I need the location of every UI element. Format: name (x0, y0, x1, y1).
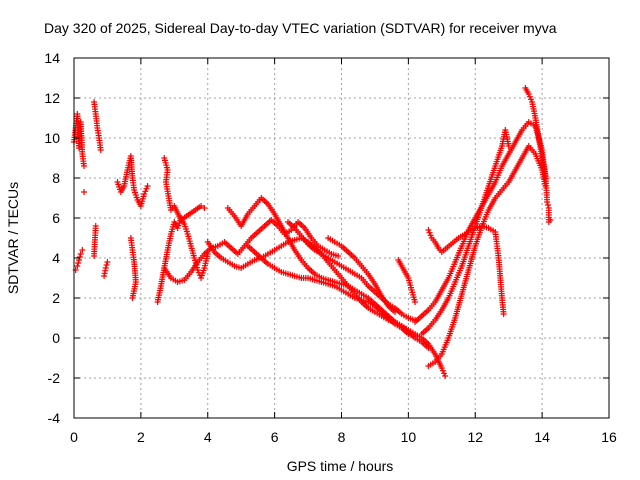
data-point-marker (544, 199, 551, 205)
grid-lines (74, 58, 609, 418)
data-point-marker (500, 311, 507, 317)
data-point-marker (79, 247, 86, 253)
data-point-marker (427, 232, 434, 239)
series-sat-b (72, 189, 111, 279)
series-sat-e (161, 217, 342, 285)
y-tick-label: 10 (44, 130, 60, 146)
y-tick-label: 2 (52, 290, 60, 306)
data-markers (71, 85, 554, 379)
data-point-marker (425, 227, 432, 233)
y-axis-label: SDTVAR / TECUs (5, 182, 21, 294)
x-tick-label: 4 (204, 429, 212, 445)
x-tick-label: 16 (601, 429, 617, 445)
series-sat-c (114, 153, 151, 301)
x-tick-label: 14 (534, 429, 550, 445)
series-sat-h (244, 243, 412, 337)
data-point-marker (74, 263, 81, 269)
data-point-marker (392, 309, 398, 315)
data-point-marker (81, 163, 88, 169)
chart-title: Day 320 of 2025, Sidereal Day-to-day VTE… (44, 20, 557, 36)
x-tick-label: 12 (467, 429, 483, 445)
data-point-marker (201, 205, 208, 211)
data-point-marker (76, 254, 83, 260)
data-point-marker (527, 96, 534, 103)
data-point-marker (144, 183, 151, 189)
x-axis-label: GPS time / hours (287, 458, 394, 474)
x-tick-label: 10 (401, 429, 417, 445)
data-point-marker (198, 203, 205, 209)
series-sat-d (154, 155, 211, 305)
x-tick-label: 8 (338, 429, 346, 445)
data-point-marker (141, 191, 148, 197)
y-tick-label: 4 (52, 250, 60, 266)
data-point-marker (143, 185, 150, 192)
data-point-marker (77, 251, 84, 257)
data-point-marker (547, 217, 554, 223)
y-tick-label: 8 (52, 170, 60, 186)
data-point-marker (103, 262, 110, 268)
y-tick-label: -2 (48, 370, 61, 386)
data-point-marker (412, 299, 419, 305)
x-tick-label: 2 (137, 429, 145, 445)
data-point-marker (194, 267, 201, 273)
data-point-marker (442, 373, 449, 379)
data-point-marker (142, 188, 149, 195)
data-point-marker (505, 143, 512, 149)
axis-ticks: 0 2 4 6 8 10 12 14 16 -4 -2 0 2 4 6 8 10 12 14 (44, 50, 617, 445)
data-point-marker (425, 345, 432, 351)
data-point-marker (526, 93, 533, 100)
series-sat-i (285, 219, 419, 323)
series-sat-m (425, 143, 549, 369)
data-point-marker (426, 229, 433, 236)
data-point-marker (544, 202, 551, 208)
y-tick-label: 0 (52, 330, 60, 346)
data-point-marker (441, 370, 448, 377)
series-sat-n (425, 223, 507, 317)
x-tick-label: 0 (70, 429, 78, 445)
series-sat-j (325, 235, 419, 315)
series-sat-a (71, 99, 104, 169)
data-point-marker (129, 295, 136, 301)
y-tick-label: 12 (44, 90, 60, 106)
data-point-marker (102, 265, 109, 271)
data-point-marker (525, 91, 532, 97)
data-point-marker (81, 189, 88, 195)
data-point-marker (439, 367, 446, 374)
x-tick-label: 6 (271, 429, 279, 445)
data-point-marker (335, 253, 342, 259)
data-point-marker (405, 331, 412, 337)
series-sat-o (522, 85, 554, 225)
y-tick-label: -4 (48, 410, 61, 426)
data-point-marker (438, 365, 445, 371)
data-point-marker (92, 223, 99, 229)
data-point-marker (97, 147, 104, 153)
y-tick-label: 6 (52, 210, 60, 226)
series-sat-l (418, 127, 512, 337)
data-point-marker (104, 259, 111, 265)
data-point-marker (75, 260, 82, 266)
y-tick-label: 14 (44, 50, 60, 66)
